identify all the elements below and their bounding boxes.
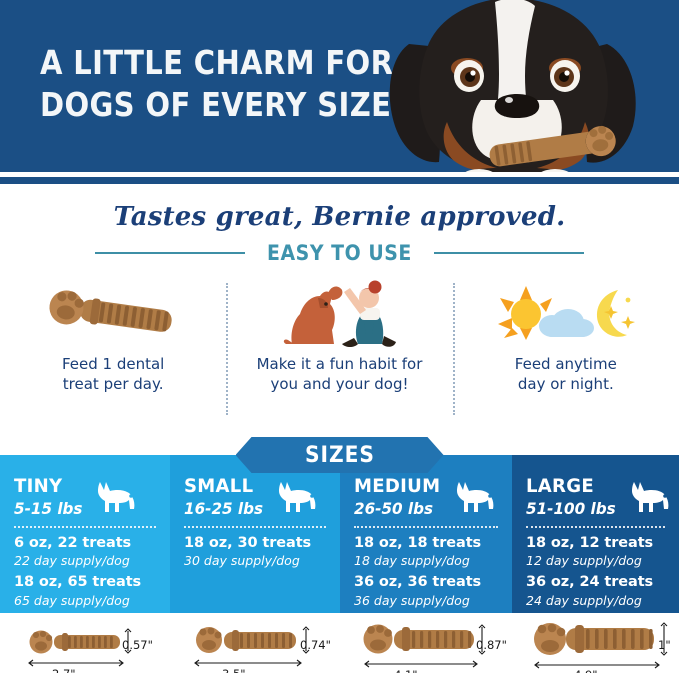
feature-caption-line-1: Feed 1 dental [61, 355, 165, 373]
size-header: LARGE 51-100 lbs [526, 475, 679, 520]
treat-width-label: 2.7" [52, 667, 76, 673]
sku-main: 18 oz, 30 treats [184, 534, 312, 551]
treat-size-icon [194, 626, 310, 667]
size-column-tiny: TINY 5-15 lbs 6 oz, 22 treats 22 day sup… [0, 455, 170, 613]
feature-list: Feed 1 dental treat per day. [0, 277, 679, 417]
sku-sub: 24 day supply/dog [526, 592, 642, 608]
sku-sub: 30 day supply/dog [184, 552, 300, 568]
treat-dimension-small: 0.74" 3.5" [170, 613, 340, 673]
easy-to-use-label: EASY TO USE [267, 241, 412, 265]
hero-divider-gap [0, 172, 679, 177]
dental-treat-icon [38, 277, 188, 351]
treat-width-label: 4.9" [574, 668, 598, 673]
dog-high-five-person-icon [274, 277, 404, 351]
feature-caption-line-1: Feed anytime [514, 355, 617, 373]
feature-caption-line-2: treat per day. [62, 374, 164, 393]
size-column-small: SMALL 16-25 lbs 18 oz, 30 treats 30 day … [170, 455, 340, 613]
sku-main: 6 oz, 22 treats [14, 534, 132, 551]
dog-silhouette-icon [632, 482, 669, 512]
sku-sub: 36 day supply/dog [354, 592, 470, 608]
treat-height-label: 0.74" [300, 638, 331, 652]
size-sku: 18 oz, 65 treats 65 day supply/dog [14, 574, 170, 609]
easy-to-use-section: Tastes great, Bernie approved. EASY TO U… [0, 184, 679, 434]
page-title-line-2: DOGS OF EVERY SIZE [40, 85, 392, 125]
size-header: SMALL 16-25 lbs [184, 475, 340, 520]
size-sku: 6 oz, 22 treats 22 day supply/dog [14, 535, 170, 570]
treat-size-icon [28, 628, 132, 667]
size-sku: 18 oz, 30 treats 30 day supply/dog [184, 535, 340, 570]
size-weight-range: 16-25 lbs [184, 498, 264, 518]
feature-item-feed-one-treat: Feed 1 dental treat per day. [0, 277, 226, 417]
size-sku: 18 oz, 18 treats 18 day supply/dog [354, 535, 512, 570]
feature-item-fun-habit: Make it a fun habit for you and your dog… [226, 277, 452, 417]
heading-rule-left [95, 252, 246, 254]
bernese-dog-illustration [389, 0, 636, 172]
sku-sub: 65 day supply/dog [14, 592, 130, 608]
size-name: TINY [14, 475, 63, 497]
treat-dimension-large: 1" 4.9" [512, 613, 679, 673]
size-weight-range: 5-15 lbs [14, 498, 83, 518]
sku-main: 36 oz, 24 treats [526, 574, 654, 591]
sku-sub: 22 day supply/dog [14, 552, 130, 568]
size-name: SMALL [184, 475, 254, 497]
size-divider [354, 525, 498, 528]
size-sku: 36 oz, 24 treats 24 day supply/dog [526, 574, 679, 609]
feature-caption: Feed anytime day or night. [515, 355, 617, 395]
sku-main: 18 oz, 18 treats [354, 534, 482, 551]
sku-sub: 12 day supply/dog [526, 552, 642, 568]
heading-rule-right [433, 252, 584, 254]
treat-dimensions-row: 0.57" 2.7" [0, 613, 679, 673]
dog-silhouette-icon [98, 482, 135, 512]
treat-width-label: 4.1" [394, 668, 418, 673]
sun-cloud-moon-icon [496, 277, 636, 351]
size-weight-range: 51-100 lbs [526, 498, 616, 518]
treat-dimension-medium: 0.87" 4.1" [340, 613, 512, 673]
size-name: MEDIUM [354, 475, 441, 497]
hero-divider-stripe [0, 177, 679, 184]
size-divider [14, 525, 156, 528]
treat-dimension-tiny: 0.57" 2.7" [0, 613, 170, 673]
feature-caption: Make it a fun habit for you and your dog… [257, 355, 423, 395]
sku-main: 18 oz, 12 treats [526, 534, 654, 551]
treat-height-label: 0.87" [476, 638, 507, 652]
feature-caption: Feed 1 dental treat per day. [62, 355, 164, 395]
sku-main: 18 oz, 65 treats [14, 574, 142, 591]
page-title: A LITTLE CHARM FOR DOGS OF EVERY SIZE [40, 42, 410, 126]
treat-height-label: 1" [658, 638, 671, 652]
feature-caption-line-2: you and your dog! [270, 374, 409, 393]
size-column-medium: MEDIUM 26-50 lbs 18 oz, 18 treats 18 day… [340, 455, 512, 613]
size-header: TINY 5-15 lbs [14, 475, 170, 520]
feature-caption-line-2: day or night. [517, 374, 614, 393]
size-header: MEDIUM 26-50 lbs [354, 475, 512, 520]
size-weight-range: 26-50 lbs [354, 498, 434, 518]
size-name: LARGE [526, 475, 594, 497]
feature-caption-line-1: Make it a fun habit for [256, 355, 423, 373]
page-title-line-1: A LITTLE CHARM FOR [40, 43, 394, 82]
script-tagline: Tastes great, Bernie approved. [113, 202, 566, 232]
size-sku: 18 oz, 12 treats 12 day supply/dog [526, 535, 679, 570]
sizes-banner: SIZES [0, 437, 679, 473]
size-sku: 36 oz, 36 treats 36 day supply/dog [354, 574, 512, 609]
sizes-banner-label: SIZES [304, 442, 375, 468]
treat-width-label: 3.5" [222, 667, 246, 673]
dog-silhouette-icon [279, 482, 316, 512]
size-columns: TINY 5-15 lbs 6 oz, 22 treats 22 day sup… [0, 455, 679, 613]
size-column-large: LARGE 51-100 lbs 18 oz, 12 treats 12 day… [512, 455, 679, 613]
sku-main: 36 oz, 36 treats [354, 574, 482, 591]
sizes-banner-shape: SIZES [235, 437, 444, 473]
treat-size-icon [534, 622, 668, 669]
size-divider [526, 525, 665, 528]
size-divider [184, 525, 326, 528]
treat-height-label: 0.57" [122, 638, 153, 652]
sku-sub: 18 day supply/dog [354, 552, 470, 568]
feature-item-anytime: Feed anytime day or night. [452, 277, 679, 417]
dog-silhouette-icon [456, 482, 494, 512]
hero-banner: A LITTLE CHARM FOR DOGS OF EVERY SIZE [0, 0, 679, 172]
easy-to-use-heading: EASY TO USE [0, 241, 679, 265]
treat-size-icon [363, 624, 486, 668]
